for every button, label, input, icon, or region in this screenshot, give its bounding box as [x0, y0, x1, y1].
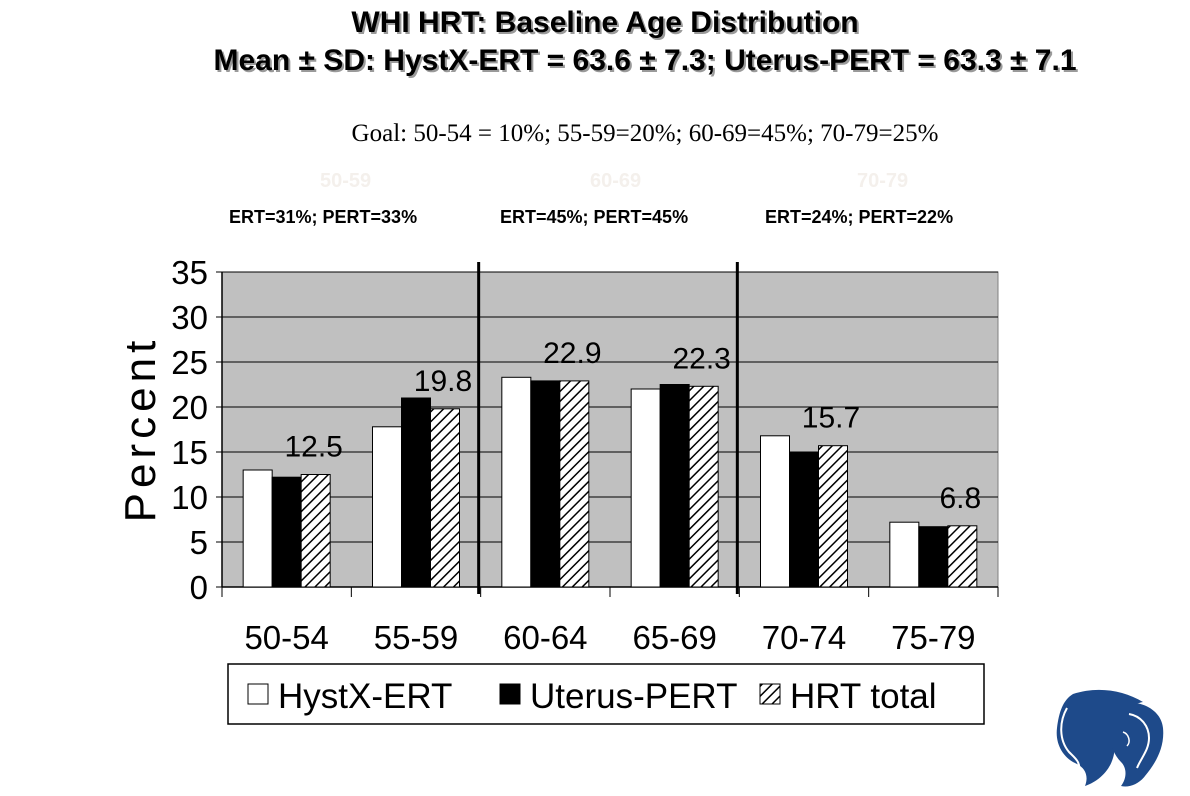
legend-label-hrt-total: HRT total [790, 677, 937, 716]
y-tick-label: 5 [190, 524, 208, 561]
group-summary-50-59: ERT=31%; PERT=33% [229, 207, 418, 227]
group-ghost-label-60-69: 60-69 [590, 170, 642, 192]
whi-logo-icon [1056, 689, 1164, 787]
group-summary-60-69: ERT=45%; PERT=45% [500, 207, 689, 227]
group-summary-70-79: ERT=24%; PERT=22% [765, 207, 954, 227]
legend-label-hystx-ert: HystX-ERT [278, 677, 452, 716]
legend [227, 663, 985, 725]
data-label-65-69: 22.3 [672, 342, 730, 375]
x-tick-label-50-54: 50-54 [244, 619, 328, 656]
bar-hrt-total-50-54 [300, 474, 331, 588]
data-label-60-64: 22.9 [543, 337, 601, 370]
bar-hystx-ert-65-69 [630, 388, 661, 588]
y-tick-label: 10 [171, 479, 208, 516]
y-tick-label: 15 [171, 434, 208, 471]
bar-hystx-ert-75-79 [889, 521, 920, 588]
x-tick-label-65-69: 65-69 [632, 619, 716, 656]
data-label-55-59: 19.8 [414, 365, 472, 398]
bar-hystx-ert-50-54 [242, 469, 273, 588]
y-tick-label: 0 [190, 569, 208, 606]
data-label-70-74: 15.7 [802, 402, 860, 435]
legend-swatch-hystx-ert [247, 683, 269, 705]
x-tick-label-75-79: 75-79 [891, 619, 975, 656]
bar-uterus-pert-60-64 [530, 380, 561, 588]
bar-hystx-ert-60-64 [501, 376, 532, 588]
group-ghost-label-70-79: 70-79 [857, 170, 909, 192]
legend-swatch-uterus-pert [499, 683, 521, 705]
bar-uterus-pert-70-74 [789, 451, 819, 588]
bar-hrt-total-70-74 [818, 445, 848, 588]
slide-title: WHI HRT: Baseline Age Distribution [351, 6, 859, 39]
bar-hystx-ert-55-59 [372, 426, 402, 588]
legend-label-uterus-pert: Uterus-PERT [530, 677, 737, 716]
data-label-50-54: 12.5 [284, 431, 342, 464]
goal-text: Goal: 50-54 = 10%; 55-59=20%; 60-69=45%;… [351, 120, 939, 147]
x-tick-label-60-64: 60-64 [503, 619, 587, 656]
x-tick-label-70-74: 70-74 [762, 619, 846, 656]
bar-uterus-pert-50-54 [271, 476, 302, 588]
y-axis-label: Percent [116, 336, 165, 523]
bar-uterus-pert-65-69 [659, 384, 690, 588]
bar-hrt-total-55-59 [430, 408, 460, 588]
y-tick-label: 25 [171, 344, 208, 381]
x-tick-label-55-59: 55-59 [374, 619, 458, 656]
bar-hrt-total-65-69 [688, 385, 719, 588]
bar-hrt-total-60-64 [559, 380, 590, 588]
y-tick-label: 20 [171, 389, 208, 426]
legend-swatch-hrt-total [759, 683, 781, 705]
bar-uterus-pert-75-79 [918, 526, 949, 588]
y-tick-label: 30 [171, 299, 208, 336]
y-tick-label: 35 [171, 254, 208, 291]
slide-subtitle: Mean ± SD: HystX-ERT = 63.6 ± 7.3; Uteru… [213, 44, 1077, 77]
data-label-75-79: 6.8 [939, 482, 981, 515]
plot-area [221, 271, 999, 588]
bar-hystx-ert-70-74 [760, 435, 790, 588]
bar-uterus-pert-55-59 [401, 397, 431, 588]
bar-hrt-total-75-79 [947, 525, 978, 588]
group-ghost-label-50-59: 50-59 [320, 170, 372, 192]
